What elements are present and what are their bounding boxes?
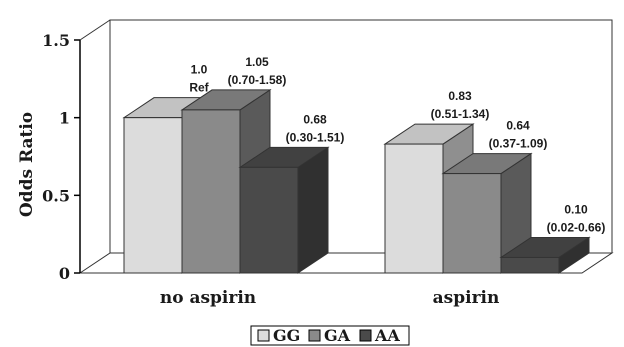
data-label: 0.68 (0.30-1.51) bbox=[286, 112, 345, 144]
legend-label-ga: GA bbox=[324, 326, 351, 345]
data-label: 0.10 (0.02-0.66) bbox=[547, 202, 606, 234]
bars bbox=[122, 88, 591, 274]
data-label: 0.83 (0.51-1.34) bbox=[431, 89, 490, 121]
legend-swatch-gg bbox=[257, 329, 270, 342]
y-tick-label: 1.5 bbox=[42, 31, 70, 50]
side-wall-edge bbox=[79, 19, 111, 41]
legend-swatch-ga bbox=[308, 329, 321, 342]
data-labels: 1.0 Ref 1.05 (0.70-1.58) 0.68 (0.30-1.51) 0.83… bbox=[189, 55, 605, 235]
bar-front bbox=[123, 117, 183, 274]
y-tick-label: 0 bbox=[59, 264, 70, 283]
category-label: no aspirin bbox=[160, 288, 256, 308]
data-label: 1.0 Ref bbox=[189, 63, 209, 95]
bar-front bbox=[442, 173, 502, 274]
y-tick-label: 1 bbox=[59, 109, 70, 128]
bar-side bbox=[297, 146, 329, 274]
legend-label-aa: AA bbox=[374, 326, 400, 345]
data-label: 0.64 (0.37-1.09) bbox=[489, 119, 548, 151]
bar-aa-no-aspirin bbox=[238, 146, 330, 274]
bar-aa-aspirin bbox=[499, 236, 591, 274]
y-tick-label: 0.5 bbox=[42, 186, 70, 205]
legend-swatch-aa bbox=[359, 329, 372, 342]
legend-label-gg: GG bbox=[273, 326, 300, 345]
data-label: 1.05 (0.70-1.58) bbox=[228, 55, 287, 87]
bar-front bbox=[181, 109, 241, 274]
category-labels: no aspirin aspirin bbox=[160, 288, 500, 308]
category-label: aspirin bbox=[433, 288, 500, 308]
y-axis: 0 0.5 1 1.5 bbox=[42, 31, 81, 283]
bar-front bbox=[384, 143, 444, 274]
y-axis-label: Odds Ratio bbox=[17, 112, 37, 217]
bar-front bbox=[239, 166, 299, 274]
legend: GG GA AA bbox=[250, 325, 410, 346]
chart-back-wall bbox=[109, 19, 613, 253]
bar-front bbox=[500, 256, 560, 274]
